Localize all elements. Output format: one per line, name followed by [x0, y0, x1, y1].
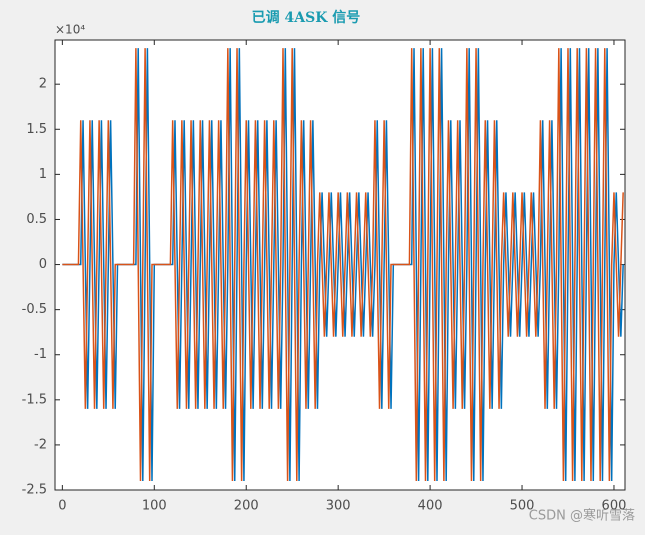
x-tick-label: 500: [510, 499, 535, 514]
y-tick-label: -0.5: [22, 302, 47, 317]
y-tick-label: 1: [39, 167, 47, 182]
y-tick-label: -1.5: [22, 392, 47, 407]
y-tick-label: 2: [39, 77, 47, 92]
x-tick-label: 600: [602, 499, 627, 514]
axes-box: [54, 39, 626, 491]
x-tick-label: 200: [234, 499, 259, 514]
y-tick-label: 1.5: [26, 122, 47, 137]
x-tick-label: 400: [418, 499, 443, 514]
y-tick-label: -2.5: [22, 483, 47, 498]
y-tick-label: -1: [34, 347, 47, 362]
watermark: CSDN @寒听雪落: [529, 508, 635, 524]
x-tick-label: 100: [142, 499, 167, 514]
y-tick-label: 0: [39, 257, 47, 272]
series-line: [62, 48, 624, 481]
y-tick-label: 0.5: [26, 212, 47, 227]
y-multiplier: ×10⁴: [55, 23, 85, 37]
x-tick-label: 0: [58, 499, 66, 514]
x-tick-label: 300: [326, 499, 351, 514]
chart-title: 已调 4ASK 信号: [252, 9, 361, 26]
y-tick-label: -2: [34, 437, 47, 452]
